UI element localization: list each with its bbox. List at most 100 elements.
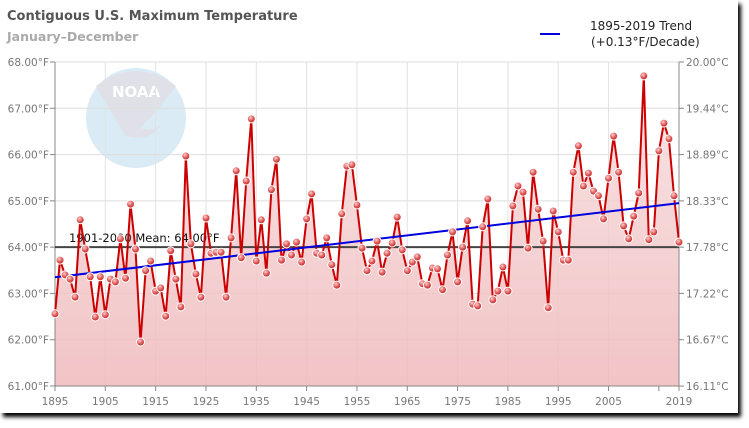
data-point	[392, 212, 402, 222]
data-point	[402, 266, 412, 276]
data-point	[80, 244, 90, 254]
data-point	[221, 292, 231, 302]
data-point	[136, 337, 145, 347]
data-point	[563, 255, 573, 265]
data-point	[443, 250, 452, 260]
y-tick-label-right: 19.44°C	[686, 103, 729, 115]
data-point	[277, 255, 286, 265]
data-point	[327, 260, 337, 270]
data-point	[196, 292, 206, 302]
data-point	[503, 286, 513, 296]
data-point	[226, 233, 236, 243]
data-point	[483, 194, 493, 204]
data-point	[644, 235, 654, 245]
data-point	[609, 131, 619, 141]
data-point	[448, 227, 457, 237]
y-tick-label-left: 64.00°F	[8, 242, 49, 254]
x-tick-label: 1945	[293, 396, 320, 408]
data-point	[121, 273, 130, 283]
data-point	[332, 280, 342, 290]
data-point	[458, 242, 468, 252]
data-point	[100, 310, 110, 320]
y-tick-label-right: 16.11°C	[686, 381, 729, 393]
chart-title: Contiguous U.S. Maximum Temperature	[7, 9, 298, 24]
x-tick-label: 1955	[344, 396, 371, 408]
data-point	[347, 160, 357, 170]
data-point	[176, 302, 186, 312]
x-tick-label: 1895	[42, 396, 69, 408]
data-point	[387, 238, 397, 248]
x-tick-label: 1935	[243, 396, 270, 408]
data-point	[251, 256, 261, 266]
y-tick-label-right: 20.00°C	[686, 57, 729, 69]
data-point	[649, 227, 659, 237]
data-point	[282, 239, 291, 249]
data-point	[201, 213, 211, 223]
data-point	[538, 236, 548, 246]
data-point	[438, 285, 447, 295]
data-point	[629, 211, 639, 221]
data-point	[513, 181, 523, 191]
data-point	[191, 269, 201, 279]
data-point	[433, 264, 442, 274]
data-point	[115, 234, 125, 244]
legend-trend-label: 1895-2019 Trend	[590, 19, 693, 33]
data-point	[216, 247, 226, 257]
data-point	[90, 312, 100, 322]
data-point	[110, 277, 120, 287]
data-point	[337, 209, 347, 219]
data-point	[266, 185, 276, 195]
data-point	[422, 280, 432, 290]
data-point	[70, 292, 80, 302]
data-point	[508, 201, 518, 211]
data-point	[181, 151, 191, 161]
data-point	[292, 237, 301, 247]
data-point	[131, 244, 140, 254]
mean-line-label: 1901-2000 Mean: 64.00°F	[69, 231, 220, 245]
y-tick-label-left: 67.00°F	[8, 103, 49, 115]
data-point	[241, 176, 251, 186]
y-tick-label-left: 61.00°F	[8, 381, 49, 393]
data-point	[478, 222, 488, 232]
x-tick-label: 1985	[495, 396, 522, 408]
data-point	[271, 154, 281, 164]
data-point	[287, 250, 296, 260]
data-point	[488, 295, 498, 305]
data-point	[493, 286, 503, 296]
data-point	[166, 246, 176, 256]
data-point	[548, 206, 558, 216]
y-tick-label-right: 17.78°C	[686, 242, 729, 254]
data-point	[75, 215, 85, 225]
data-point	[307, 189, 317, 199]
noaa-logo-text: NOAA	[112, 83, 161, 101]
y-tick-label-left: 68.00°F	[8, 57, 49, 69]
data-point	[594, 191, 603, 201]
y-tick-label-right: 16.67°C	[686, 335, 729, 347]
y-tick-label-left: 66.00°F	[8, 150, 49, 162]
series-area-fill	[55, 75, 679, 387]
y-tick-label-right: 17.22°C	[686, 288, 729, 300]
data-point	[543, 303, 553, 313]
legend: 1895-2019 Trend (+0.13°F/Decade)	[540, 18, 700, 50]
data-point	[302, 214, 312, 224]
data-point	[322, 233, 332, 243]
data-point	[573, 141, 583, 151]
data-point	[664, 134, 674, 144]
y-tick-label-left: 63.00°F	[8, 288, 49, 300]
data-point	[161, 311, 171, 321]
data-point	[146, 256, 156, 266]
data-point	[578, 181, 588, 191]
legend-trend-swatch	[540, 33, 560, 35]
data-point	[659, 118, 669, 128]
data-point	[367, 256, 377, 266]
data-point	[50, 309, 60, 319]
data-point	[634, 188, 644, 198]
y-tick-label-right: 18.33°C	[686, 196, 729, 208]
data-point	[453, 277, 463, 287]
data-point	[639, 71, 649, 81]
data-point	[297, 257, 307, 267]
x-tick-label: 1965	[394, 396, 421, 408]
x-tick-label: 1905	[92, 396, 119, 408]
data-point	[674, 237, 684, 247]
